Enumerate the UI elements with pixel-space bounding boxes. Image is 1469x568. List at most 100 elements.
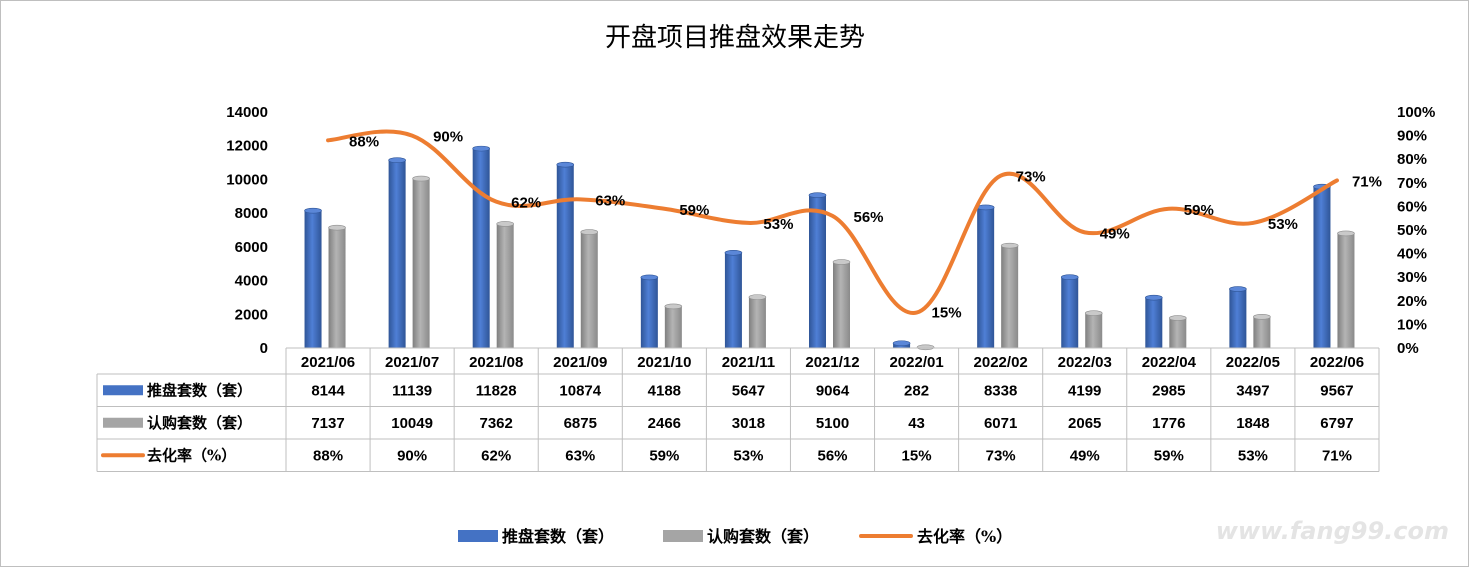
bar xyxy=(1001,245,1019,348)
legend: 推盘套数（套） 认购套数（套） 去化率（%） xyxy=(458,527,1012,546)
table-cell: 5647 xyxy=(732,382,765,399)
table-cell: 6071 xyxy=(984,415,1017,432)
bar-top xyxy=(1337,230,1355,237)
table-cell: 6875 xyxy=(564,415,597,432)
chart-title: 开盘项目推盘效果走势 xyxy=(605,23,865,53)
bar-top xyxy=(1000,242,1019,249)
bar-top xyxy=(976,204,995,211)
row-label: 认购套数（套） xyxy=(147,414,252,432)
bar xyxy=(1169,318,1187,348)
table-cell: 88% xyxy=(313,447,343,464)
table-cell: 10049 xyxy=(391,415,433,432)
bar-top xyxy=(724,250,743,256)
bar xyxy=(640,277,658,348)
table-cell: 3018 xyxy=(732,415,765,432)
line-data-label: 59% xyxy=(1184,202,1214,219)
line-data-label: 49% xyxy=(1100,225,1130,242)
left-tick-label: 10000 xyxy=(226,171,268,188)
line-data-label: 15% xyxy=(932,305,962,322)
line-data-label: 88% xyxy=(349,133,379,150)
bar xyxy=(412,178,430,348)
table-cell: 7137 xyxy=(311,415,344,432)
table-cell: 2985 xyxy=(1152,382,1185,399)
table-cell: 9567 xyxy=(1320,382,1353,399)
category-label: 2021/06 xyxy=(301,354,355,371)
bar xyxy=(1337,233,1355,348)
legend-key xyxy=(663,530,703,542)
bar-top xyxy=(304,207,322,214)
row-legend-key xyxy=(103,385,143,396)
table-cell: 8144 xyxy=(311,382,345,399)
legend-label: 推盘套数（套） xyxy=(502,527,614,546)
category-label: 2021/12 xyxy=(805,354,859,371)
bar-top xyxy=(832,259,851,265)
right-tick-label: 10% xyxy=(1397,316,1427,333)
line-data-label: 73% xyxy=(1016,169,1046,186)
category-label: 2022/03 xyxy=(1058,354,1112,371)
table-cell: 73% xyxy=(986,447,1016,464)
category-label: 2022/05 xyxy=(1226,354,1280,371)
left-tick-label: 6000 xyxy=(235,239,268,256)
right-tick-label: 50% xyxy=(1397,222,1427,239)
table-cell: 62% xyxy=(481,447,511,464)
bar-top xyxy=(328,224,346,231)
bar xyxy=(328,227,346,348)
table-cell: 9064 xyxy=(816,382,850,399)
bar-top xyxy=(556,161,575,168)
bar-top xyxy=(1060,274,1079,281)
right-tick-label: 0% xyxy=(1397,340,1419,357)
bar-top xyxy=(748,294,767,300)
bar-top xyxy=(1253,314,1271,320)
bar xyxy=(472,148,490,348)
table-cell: 59% xyxy=(649,447,679,464)
line-data-label: 63% xyxy=(595,192,625,209)
bar-top xyxy=(808,192,827,199)
table-cell: 11828 xyxy=(476,382,517,399)
table-cell: 11139 xyxy=(392,382,432,399)
table-cell: 49% xyxy=(1070,447,1100,464)
bar-top xyxy=(916,344,935,351)
right-tick-label: 90% xyxy=(1397,128,1427,145)
line-data-label: 90% xyxy=(433,129,463,146)
row-legend-key xyxy=(103,417,143,428)
left-axis: 0 2000 4000 6000 8000 10000 12000 14000 xyxy=(226,104,268,357)
bar xyxy=(556,164,574,348)
table-cell: 71% xyxy=(1322,447,1352,464)
legend-key xyxy=(458,530,498,542)
category-label: 2022/02 xyxy=(974,354,1028,371)
line-data-label: 71% xyxy=(1352,173,1382,190)
left-tick-label: 2000 xyxy=(235,306,268,323)
right-tick-label: 30% xyxy=(1397,269,1427,286)
table-cell: 53% xyxy=(1238,447,1268,464)
table-cell: 15% xyxy=(902,447,932,464)
category-label: 2022/04 xyxy=(1142,354,1197,371)
left-tick-label: 0 xyxy=(260,340,268,357)
data-table: 2021/06 2021/07 2021/08 2021/09 2021/10 2021/… xyxy=(96,347,1380,472)
left-tick-label: 14000 xyxy=(226,104,268,121)
category-label: 2021/09 xyxy=(553,354,607,371)
bar xyxy=(580,232,598,348)
bar-top xyxy=(1084,310,1103,316)
table-cell: 8338 xyxy=(984,382,1017,399)
line-data-label: 59% xyxy=(679,202,709,219)
left-tick-label: 4000 xyxy=(235,273,268,290)
category-label: 2021/08 xyxy=(469,354,523,371)
category-label: 2021/07 xyxy=(385,354,439,371)
bar xyxy=(304,210,322,348)
line-data-label: 62% xyxy=(511,195,541,212)
table-cell: 4199 xyxy=(1068,382,1101,399)
bar xyxy=(1085,313,1103,348)
bar xyxy=(809,195,826,348)
bar-top xyxy=(412,175,430,182)
category-label: 2022/06 xyxy=(1310,354,1364,371)
line-data-label: 53% xyxy=(763,216,793,233)
table-cell: 2065 xyxy=(1068,415,1101,432)
line-data-label: 53% xyxy=(1268,216,1298,233)
table-cell: 6797 xyxy=(1320,415,1353,432)
table-cell: 90% xyxy=(397,447,427,464)
table-cell: 1848 xyxy=(1236,415,1269,432)
bar xyxy=(1145,297,1163,348)
table-cell: 43 xyxy=(908,415,925,432)
